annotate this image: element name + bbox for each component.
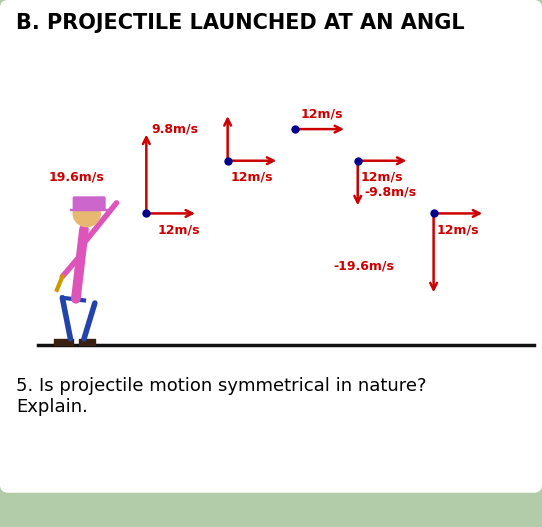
Text: 12m/s: 12m/s [157,224,199,237]
Circle shape [73,200,100,227]
Text: 9.8m/s: 9.8m/s [152,123,199,135]
Text: 12m/s: 12m/s [230,170,273,183]
Text: -9.8m/s: -9.8m/s [364,186,416,199]
Text: -19.6m/s: -19.6m/s [333,259,394,272]
FancyBboxPatch shape [0,0,542,493]
Text: B. PROJECTILE LAUNCHED AT AN ANGL: B. PROJECTILE LAUNCHED AT AN ANGL [16,13,465,33]
Text: 5. Is projectile motion symmetrical in nature?
Explain.: 5. Is projectile motion symmetrical in n… [16,377,427,416]
Text: 12m/s: 12m/s [301,107,343,120]
Text: 19.6m/s: 19.6m/s [49,170,105,183]
Text: 12m/s: 12m/s [436,224,479,237]
FancyBboxPatch shape [73,196,106,211]
Text: 12m/s: 12m/s [360,170,403,183]
